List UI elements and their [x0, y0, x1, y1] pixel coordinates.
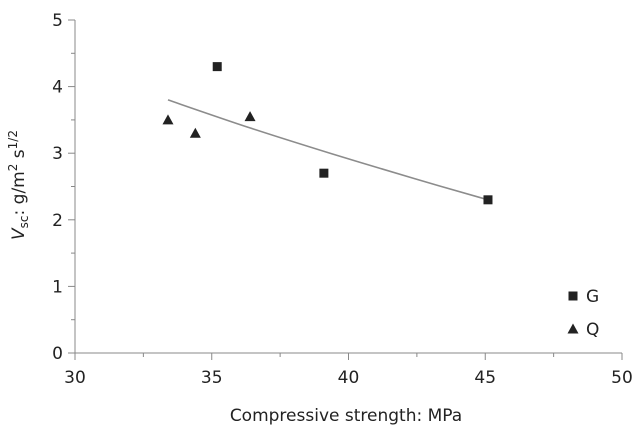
- x-tick-label: 30: [64, 368, 86, 388]
- x-axis-title: Compressive strength: MPa: [230, 406, 462, 426]
- y-tick-label: 1: [52, 277, 63, 297]
- point-triangle: [189, 127, 201, 138]
- point-triangle: [244, 111, 256, 122]
- y-tick-label: 0: [52, 344, 63, 364]
- y-axis-title-unit: : g/m: [9, 171, 29, 215]
- axes: [74, 20, 622, 354]
- legend-marker-triangle: [567, 323, 579, 334]
- legend-marker-square: [568, 291, 578, 301]
- legend-label: G: [586, 287, 599, 307]
- y-axis-title-sup: 2: [6, 164, 20, 172]
- trendline-group: [167, 99, 489, 201]
- y-axis-title-sub: sc: [17, 215, 31, 228]
- legend: GQ: [567, 287, 599, 340]
- y-tick-label: 2: [52, 211, 63, 231]
- y-axis-title-main: V: [9, 227, 29, 240]
- y-axis-title: Vsc: g/m2 s1/2: [6, 130, 31, 240]
- trendline: [167, 99, 489, 201]
- y-axis-title-mid: s: [9, 149, 29, 163]
- point-square: [319, 168, 329, 178]
- data-points: [162, 62, 493, 205]
- point-square: [212, 62, 222, 72]
- y-tick-label: 4: [52, 78, 63, 98]
- point-square: [483, 195, 493, 205]
- x-tick-label: 50: [611, 368, 633, 388]
- x-tick-label: 45: [474, 368, 496, 388]
- point-triangle: [162, 114, 174, 125]
- legend-label: Q: [586, 320, 599, 340]
- x-tick-label: 35: [201, 368, 223, 388]
- y-tick-label: 3: [52, 144, 63, 164]
- x-tick-label: 40: [338, 368, 360, 388]
- y-axis-title-sup2: 1/2: [6, 130, 20, 149]
- y-tick-label: 5: [52, 11, 63, 31]
